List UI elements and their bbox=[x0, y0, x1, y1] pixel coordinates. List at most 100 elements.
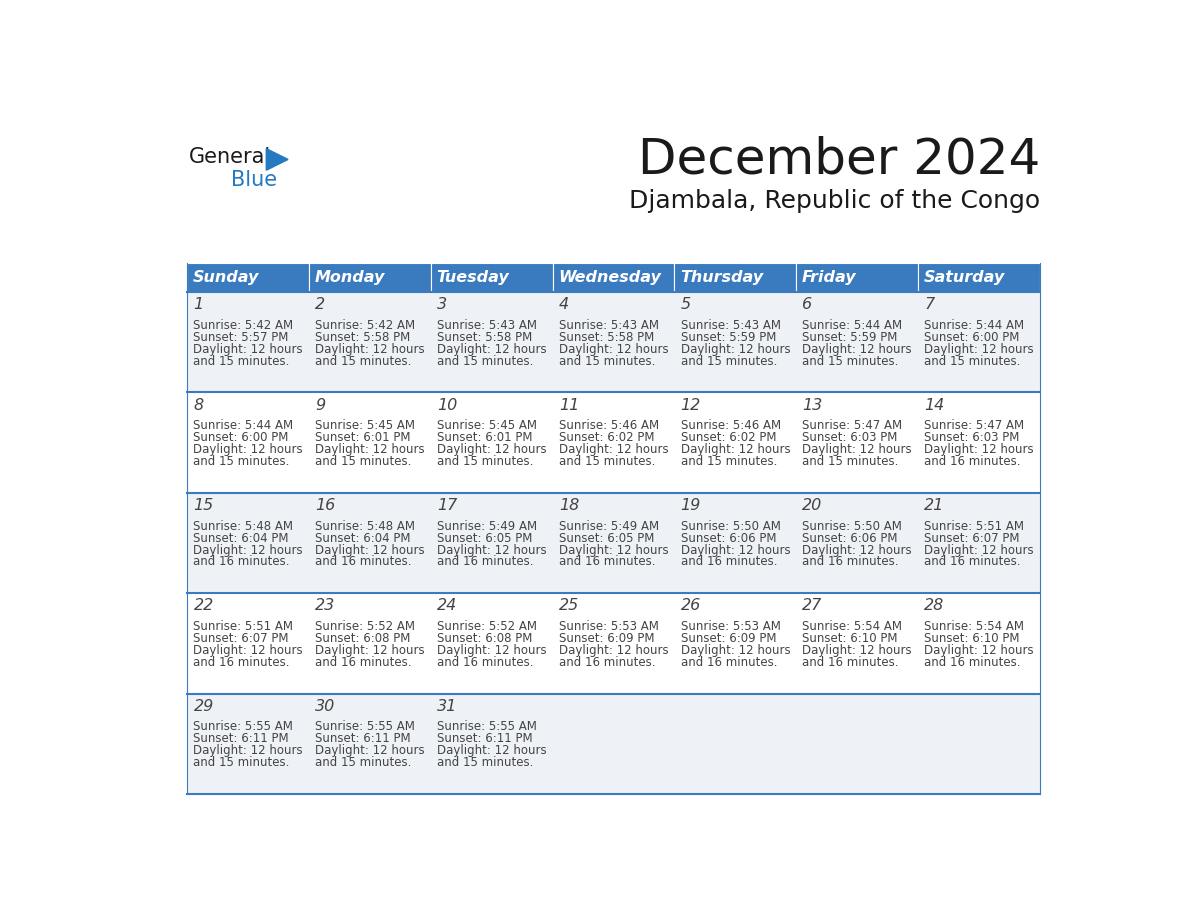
Text: 13: 13 bbox=[802, 397, 822, 413]
Bar bbox=[188, 263, 309, 292]
Text: Daylight: 12 hours: Daylight: 12 hours bbox=[315, 342, 425, 355]
Text: and 16 minutes.: and 16 minutes. bbox=[681, 555, 777, 568]
Text: Daylight: 12 hours: Daylight: 12 hours bbox=[315, 744, 425, 757]
Text: 30: 30 bbox=[315, 699, 335, 714]
Text: 20: 20 bbox=[802, 498, 822, 513]
Text: Sunset: 6:02 PM: Sunset: 6:02 PM bbox=[558, 431, 655, 444]
Text: Sunrise: 5:52 AM: Sunrise: 5:52 AM bbox=[315, 620, 416, 633]
Text: Daylight: 12 hours: Daylight: 12 hours bbox=[437, 644, 546, 657]
Bar bbox=[431, 263, 552, 292]
Text: 2: 2 bbox=[315, 297, 326, 312]
Text: Daylight: 12 hours: Daylight: 12 hours bbox=[194, 342, 303, 355]
Text: Sunset: 6:11 PM: Sunset: 6:11 PM bbox=[315, 733, 411, 745]
Text: and 15 minutes.: and 15 minutes. bbox=[681, 455, 777, 468]
Text: and 16 minutes.: and 16 minutes. bbox=[315, 555, 412, 568]
Text: Sunrise: 5:52 AM: Sunrise: 5:52 AM bbox=[437, 620, 537, 633]
Text: and 15 minutes.: and 15 minutes. bbox=[194, 354, 290, 367]
Text: Sunrise: 5:44 AM: Sunrise: 5:44 AM bbox=[924, 319, 1024, 331]
Text: 31: 31 bbox=[437, 699, 457, 714]
Text: 3: 3 bbox=[437, 297, 447, 312]
Text: and 15 minutes.: and 15 minutes. bbox=[558, 354, 656, 367]
Text: 19: 19 bbox=[681, 498, 701, 513]
Text: Daylight: 12 hours: Daylight: 12 hours bbox=[924, 443, 1034, 456]
Text: Djambala, Republic of the Congo: Djambala, Republic of the Congo bbox=[628, 189, 1040, 214]
Text: and 15 minutes.: and 15 minutes. bbox=[802, 354, 899, 367]
Text: and 16 minutes.: and 16 minutes. bbox=[681, 655, 777, 669]
Text: Sunset: 6:06 PM: Sunset: 6:06 PM bbox=[802, 532, 898, 544]
Text: Sunrise: 5:55 AM: Sunrise: 5:55 AM bbox=[437, 721, 537, 733]
Text: and 16 minutes.: and 16 minutes. bbox=[924, 455, 1020, 468]
Text: 18: 18 bbox=[558, 498, 579, 513]
Text: and 16 minutes.: and 16 minutes. bbox=[558, 555, 656, 568]
Text: Sunset: 6:11 PM: Sunset: 6:11 PM bbox=[194, 733, 289, 745]
Bar bbox=[188, 392, 1040, 493]
Text: Daylight: 12 hours: Daylight: 12 hours bbox=[924, 543, 1034, 556]
Text: Sunset: 6:08 PM: Sunset: 6:08 PM bbox=[315, 632, 411, 645]
Text: Sunrise: 5:53 AM: Sunrise: 5:53 AM bbox=[681, 620, 781, 633]
Text: 22: 22 bbox=[194, 599, 214, 613]
Text: Sunrise: 5:46 AM: Sunrise: 5:46 AM bbox=[558, 420, 659, 432]
Text: Sunset: 6:05 PM: Sunset: 6:05 PM bbox=[558, 532, 655, 544]
Text: Sunrise: 5:47 AM: Sunrise: 5:47 AM bbox=[924, 420, 1024, 432]
Text: Sunset: 5:57 PM: Sunset: 5:57 PM bbox=[194, 330, 289, 343]
Text: Sunrise: 5:43 AM: Sunrise: 5:43 AM bbox=[681, 319, 781, 331]
Text: 16: 16 bbox=[315, 498, 335, 513]
Text: 15: 15 bbox=[194, 498, 214, 513]
Text: 23: 23 bbox=[315, 599, 335, 613]
Text: Thursday: Thursday bbox=[680, 270, 763, 285]
Bar bbox=[675, 263, 796, 292]
Text: Sunrise: 5:43 AM: Sunrise: 5:43 AM bbox=[437, 319, 537, 331]
Text: Sunrise: 5:49 AM: Sunrise: 5:49 AM bbox=[437, 520, 537, 532]
Text: Sunset: 6:03 PM: Sunset: 6:03 PM bbox=[802, 431, 898, 444]
Text: Sunrise: 5:47 AM: Sunrise: 5:47 AM bbox=[802, 420, 903, 432]
Text: 6: 6 bbox=[802, 297, 813, 312]
Text: 8: 8 bbox=[194, 397, 203, 413]
Text: and 16 minutes.: and 16 minutes. bbox=[802, 655, 899, 669]
Text: Sunset: 6:04 PM: Sunset: 6:04 PM bbox=[315, 532, 411, 544]
Text: Sunset: 5:58 PM: Sunset: 5:58 PM bbox=[437, 330, 532, 343]
Bar bbox=[918, 263, 1040, 292]
Text: Saturday: Saturday bbox=[923, 270, 1005, 285]
Text: Daylight: 12 hours: Daylight: 12 hours bbox=[802, 644, 912, 657]
Text: Daylight: 12 hours: Daylight: 12 hours bbox=[437, 543, 546, 556]
Text: Daylight: 12 hours: Daylight: 12 hours bbox=[315, 443, 425, 456]
Text: Sunrise: 5:49 AM: Sunrise: 5:49 AM bbox=[558, 520, 659, 532]
Text: Sunrise: 5:51 AM: Sunrise: 5:51 AM bbox=[194, 620, 293, 633]
Text: Sunrise: 5:43 AM: Sunrise: 5:43 AM bbox=[558, 319, 659, 331]
Text: Sunrise: 5:46 AM: Sunrise: 5:46 AM bbox=[681, 420, 781, 432]
Bar bbox=[552, 263, 675, 292]
Text: and 15 minutes.: and 15 minutes. bbox=[194, 756, 290, 769]
Text: and 15 minutes.: and 15 minutes. bbox=[681, 354, 777, 367]
Text: Daylight: 12 hours: Daylight: 12 hours bbox=[802, 443, 912, 456]
Text: 5: 5 bbox=[681, 297, 690, 312]
Text: 29: 29 bbox=[194, 699, 214, 714]
Text: 24: 24 bbox=[437, 599, 457, 613]
Text: Sunset: 5:59 PM: Sunset: 5:59 PM bbox=[681, 330, 776, 343]
Text: and 15 minutes.: and 15 minutes. bbox=[315, 455, 411, 468]
Text: and 15 minutes.: and 15 minutes. bbox=[924, 354, 1020, 367]
Text: and 15 minutes.: and 15 minutes. bbox=[315, 756, 411, 769]
Text: Sunset: 6:07 PM: Sunset: 6:07 PM bbox=[924, 532, 1019, 544]
Text: Daylight: 12 hours: Daylight: 12 hours bbox=[194, 644, 303, 657]
Text: Sunset: 6:01 PM: Sunset: 6:01 PM bbox=[315, 431, 411, 444]
Text: Daylight: 12 hours: Daylight: 12 hours bbox=[194, 744, 303, 757]
Text: Monday: Monday bbox=[315, 270, 385, 285]
Bar bbox=[188, 493, 1040, 593]
Text: Sunrise: 5:48 AM: Sunrise: 5:48 AM bbox=[315, 520, 416, 532]
Text: Sunrise: 5:42 AM: Sunrise: 5:42 AM bbox=[194, 319, 293, 331]
Text: Sunrise: 5:48 AM: Sunrise: 5:48 AM bbox=[194, 520, 293, 532]
Text: Daylight: 12 hours: Daylight: 12 hours bbox=[681, 543, 790, 556]
Text: Sunset: 6:09 PM: Sunset: 6:09 PM bbox=[681, 632, 776, 645]
Text: Daylight: 12 hours: Daylight: 12 hours bbox=[681, 443, 790, 456]
Text: Sunset: 6:04 PM: Sunset: 6:04 PM bbox=[194, 532, 289, 544]
Text: Sunrise: 5:44 AM: Sunrise: 5:44 AM bbox=[802, 319, 903, 331]
Text: and 16 minutes.: and 16 minutes. bbox=[315, 655, 412, 669]
Text: Daylight: 12 hours: Daylight: 12 hours bbox=[558, 342, 669, 355]
Text: Sunrise: 5:45 AM: Sunrise: 5:45 AM bbox=[437, 420, 537, 432]
Text: 9: 9 bbox=[315, 397, 326, 413]
Polygon shape bbox=[266, 149, 287, 170]
Text: and 15 minutes.: and 15 minutes. bbox=[437, 455, 533, 468]
Text: 25: 25 bbox=[558, 599, 579, 613]
Text: and 16 minutes.: and 16 minutes. bbox=[194, 555, 290, 568]
Text: Daylight: 12 hours: Daylight: 12 hours bbox=[315, 644, 425, 657]
